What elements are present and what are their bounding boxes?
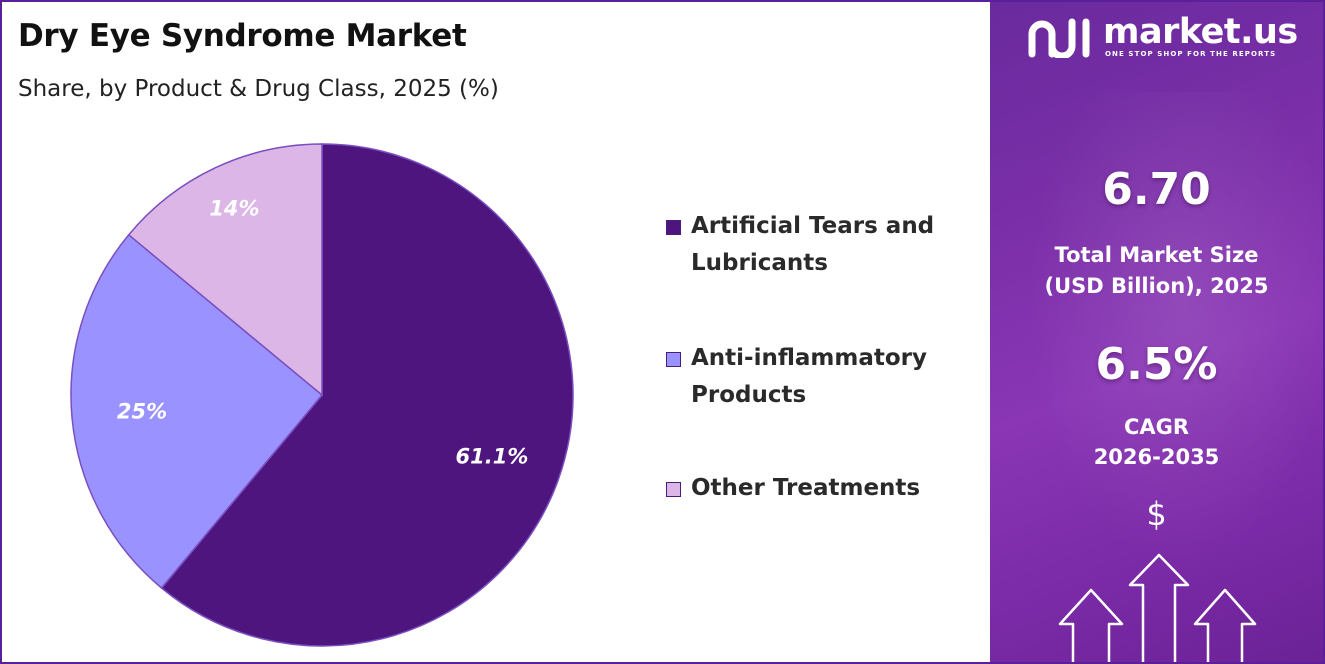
chart-title: Dry Eye Syndrome Market — [18, 18, 467, 54]
legend-label-artificial-tears: Artificial Tears and Lubricants — [691, 208, 961, 282]
cagr-label: CAGR — [1123, 415, 1190, 439]
chart-panel: Dry Eye Syndrome Market Share, by Produc… — [2, 2, 988, 662]
pie-slice-other-treatments — [127, 143, 323, 397]
legend-label-line: Artificial Tears and — [691, 213, 935, 239]
legend-label-line: Products — [691, 382, 807, 408]
pie-slice-artificial-tears-and-lubricants — [160, 143, 574, 647]
cagr-value: 6.5% — [1095, 339, 1218, 390]
legend-label-other-treatments: Other Treatments — [691, 470, 961, 507]
arrow-up-icon — [1128, 553, 1190, 662]
chart-subtitle: Share, by Product & Drug Class, 2025 (%) — [18, 76, 499, 102]
market-size-value: 6.70 — [1102, 164, 1211, 215]
cagr-period: 2026-2035 — [1093, 445, 1220, 469]
market-size-label-line2: (USD Billion), 2025 — [1044, 274, 1269, 298]
legend-label-line: Anti-inflammatory — [691, 345, 928, 371]
market-size-label-line1: Total Market Size — [1054, 243, 1259, 267]
legend-label-line: Other Treatments — [691, 475, 921, 501]
legend-label-line: Lubricants — [691, 250, 828, 276]
pie-data-label: 61.1% — [456, 444, 529, 468]
dollar-icon: $ — [1146, 495, 1167, 533]
market-us-logo-icon — [1028, 18, 1090, 58]
legend-swatch-anti-inflammatory — [666, 352, 681, 367]
brand-name: market.us — [1103, 12, 1298, 52]
brand-tagline: ONE STOP SHOP FOR THE REPORTS — [1105, 50, 1277, 58]
growth-arrows-icon — [1058, 553, 1257, 662]
legend-swatch-artificial-tears — [666, 220, 681, 235]
summary-panel: market.us ONE STOP SHOP FOR THE REPORTS … — [990, 2, 1323, 662]
pie-data-label: 14% — [209, 197, 259, 221]
arrow-up-icon — [1193, 588, 1257, 662]
legend-label-anti-inflammatory: Anti-inflammatory Products — [691, 340, 961, 414]
pie-slice-anti-inflammatory-products — [70, 233, 324, 590]
arrow-up-icon — [1058, 588, 1124, 662]
pie-chart: 61.1% 25% 14% — [70, 143, 574, 647]
pie-data-label: 25% — [117, 400, 167, 424]
legend-swatch-other-treatments — [666, 482, 681, 497]
